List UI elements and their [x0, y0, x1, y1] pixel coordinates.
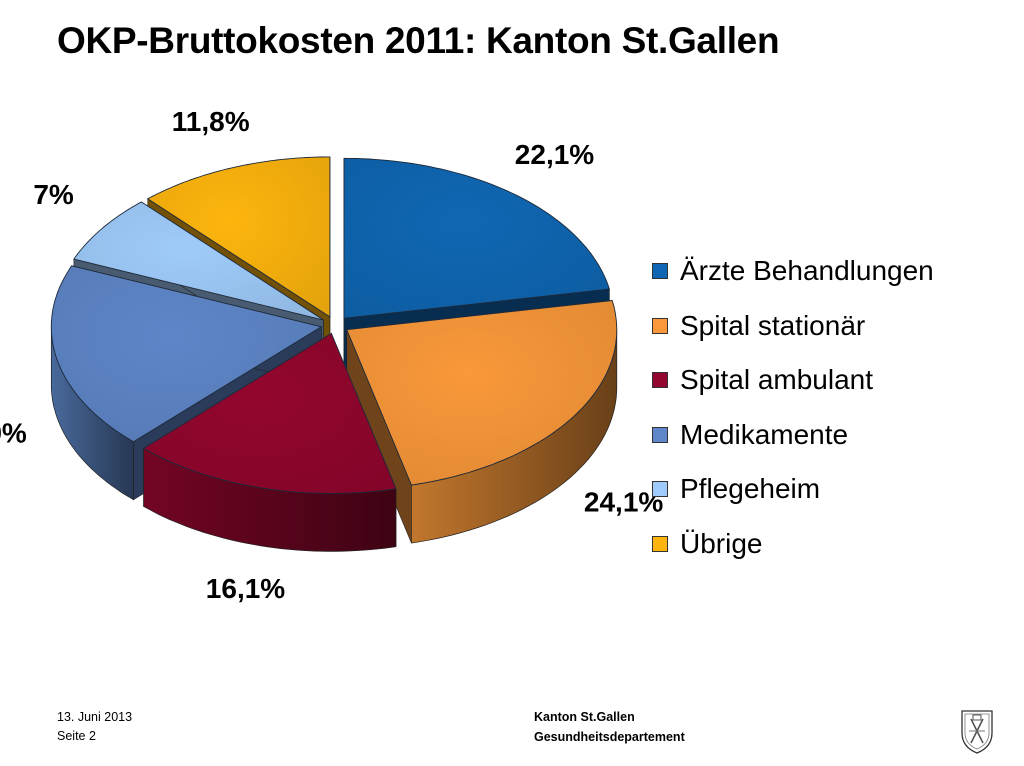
legend-label-1: Spital stationär — [680, 309, 866, 341]
legend-swatch-3 — [652, 426, 668, 443]
footer-org-name: Kanton St.Gallen — [534, 710, 635, 724]
chart-legend: Ärzte Behandlungen Spital stationär Spital… — [652, 244, 934, 571]
st-gallen-crest-icon — [961, 710, 993, 754]
pie-data-labels: 22,1% 24,1% 16,1% 19% 7% 11,8% — [0, 106, 663, 604]
legend-label-2: Spital ambulant — [680, 364, 874, 396]
legend-swatch-4 — [652, 481, 668, 498]
legend-swatch-0 — [652, 263, 668, 280]
page-title: OKP-Bruttokosten 2011: Kanton St.Gallen — [57, 20, 780, 61]
legend-swatch-1 — [652, 317, 668, 334]
data-label-4: 7% — [33, 179, 74, 210]
legend-label-0: Ärzte Behandlungen — [680, 255, 934, 287]
legend-label-4: Pflegeheim — [680, 473, 821, 505]
legend-item-1: Spital stationär — [652, 299, 934, 354]
footer-left: 13. Juni 2013 Seite 2 — [57, 708, 132, 746]
pie-slice-top-0 — [343, 157, 611, 319]
legend-item-3: Medikamente — [652, 408, 934, 463]
footer-org: Kanton St.Gallen Gesundheitsdepartement — [534, 707, 685, 747]
footer-date: 13. Juni 2013 — [57, 710, 133, 724]
footer-department: Gesundheitsdepartement — [534, 730, 685, 744]
pie-slice-top-3 — [50, 265, 323, 443]
legend-item-5: Übrige — [652, 517, 934, 572]
pie-slice-top-5 — [146, 156, 331, 318]
pie-slice-top-4 — [73, 201, 324, 321]
pie-slices — [50, 156, 618, 552]
data-label-5: 11,8% — [172, 106, 250, 137]
pie-slice-top-1 — [346, 300, 618, 486]
pie-chart: 22,1% 24,1% 16,1% 19% 7% 11,8% — [0, 106, 663, 604]
data-label-3: 19% — [0, 418, 27, 449]
legend-item-0: Ärzte Behandlungen — [652, 244, 934, 299]
data-label-1: 24,1% — [584, 487, 663, 518]
data-label-0: 22,1% — [515, 139, 594, 170]
legend-swatch-5 — [652, 535, 668, 552]
data-label-2: 16,1% — [206, 573, 285, 604]
legend-swatch-2 — [652, 372, 668, 389]
legend-label-5: Übrige — [680, 527, 763, 559]
legend-item-4: Pflegeheim — [652, 462, 934, 517]
footer-page: Seite 2 — [57, 729, 96, 743]
legend-label-3: Medikamente — [680, 418, 849, 450]
pie-slice-top-2 — [142, 332, 397, 494]
legend-item-2: Spital ambulant — [652, 353, 934, 408]
